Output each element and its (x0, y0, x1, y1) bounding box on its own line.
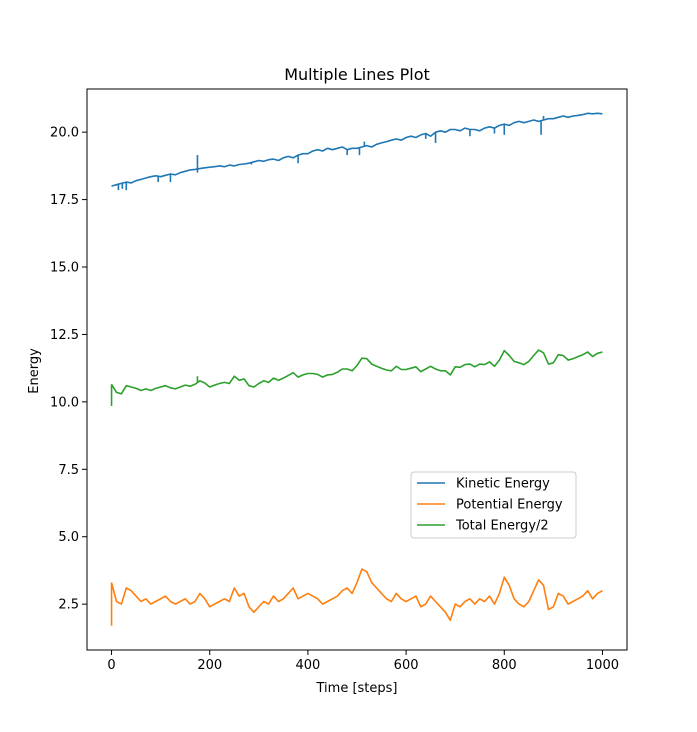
legend-items: Kinetic Energy Potential Energy Total Ener… (417, 477, 563, 534)
x-tick-label: 600 (394, 658, 419, 673)
legend-label-kinetic-energy: Kinetic Energy (456, 477, 550, 492)
x-tick-label: 200 (197, 658, 222, 673)
chart-title: Multiple Lines Plot (284, 65, 430, 84)
y-axis-ticks: 2.5 5.0 7.5 10.0 12.5 15.0 17.5 20.0 (50, 126, 87, 613)
y-tick-label: 17.5 (50, 193, 79, 208)
y-tick-label: 10.0 (50, 395, 79, 410)
series-line-kinetic-energy (111, 112, 603, 187)
series-line-potential-energy (110, 568, 603, 622)
legend-label-potential-energy: Potential Energy (456, 498, 563, 513)
x-axis-label: Time [steps] (316, 681, 398, 696)
y-tick-label: 15.0 (50, 261, 79, 276)
series-line-total-energy-2 (110, 349, 603, 395)
legend-box (410, 471, 577, 539)
x-tick-label: 800 (492, 658, 517, 673)
y-tick-label: 2.5 (58, 598, 79, 613)
x-axis-ticks: 0 200 400 600 800 1000 (107, 650, 619, 673)
axes-frame (86, 88, 628, 651)
legend: Kinetic Energy Potential Energy Total Ener… (410, 471, 577, 539)
x-tick-label: 400 (295, 658, 320, 673)
plot-area: 0 200 400 600 800 1000 2.5 5.0 7.5 10.0 12.5 15.0 1… (50, 88, 628, 673)
series-layer (110, 112, 603, 626)
y-tick-label: 7.5 (58, 463, 79, 478)
y-tick-label: 5.0 (58, 530, 79, 545)
y-axis-label: Energy (27, 348, 42, 394)
legend-label-total-energy-2: Total Energy/2 (455, 519, 549, 534)
x-tick-label: 0 (107, 658, 115, 673)
x-tick-label: 1000 (586, 658, 619, 673)
y-tick-label: 20.0 (50, 126, 79, 141)
y-tick-label: 12.5 (50, 328, 79, 343)
